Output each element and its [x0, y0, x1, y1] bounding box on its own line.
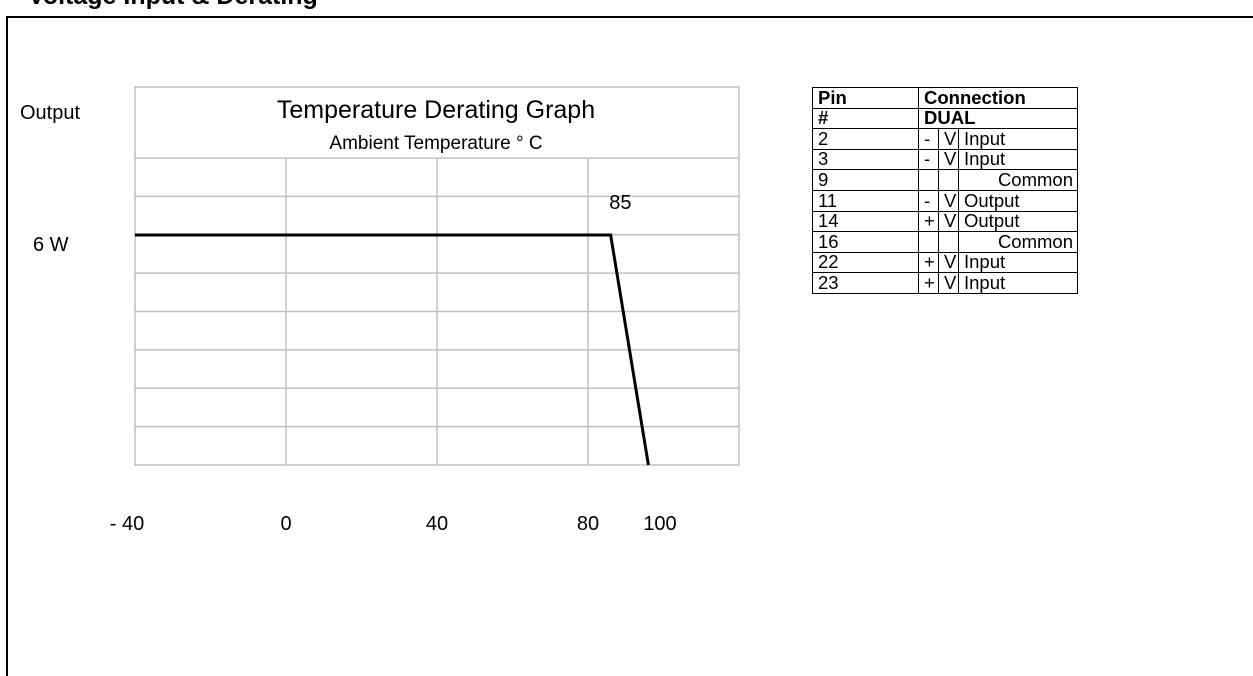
y-tick-label: 6 W — [33, 234, 69, 256]
table-row: 9 Common — [812, 169, 1078, 191]
document-frame — [6, 16, 1253, 676]
pin-cell: 22 — [812, 251, 919, 274]
x-tick-label: - 40 — [110, 513, 144, 535]
x-tick-label: 80 — [577, 513, 599, 535]
chart-subtitle: Ambient Temperature ° C — [329, 133, 542, 154]
table-row: 11- V Output — [812, 189, 1078, 212]
x-tick-label: 40 — [426, 513, 448, 535]
plot-frame — [134, 86, 740, 466]
annotation-85: 85 — [609, 192, 631, 214]
table-row: 2- V Input — [812, 128, 1078, 150]
pin-cell: 11 — [812, 189, 919, 212]
pin-cell: 23 — [812, 272, 919, 294]
table-row: 3- V Input — [812, 148, 1078, 171]
v-cell — [938, 169, 959, 191]
subheader-dual: DUAL — [918, 107, 1078, 130]
function-cell: Common — [958, 231, 1078, 253]
table-row: 22 + V Input — [812, 251, 1078, 274]
series-line — [135, 233, 650, 466]
function-cell: Input — [958, 128, 1078, 150]
table-row: 16 Common — [812, 231, 1078, 253]
function-cell: Output — [958, 210, 1078, 233]
x-tick-label: 100 — [643, 513, 676, 535]
sign-cell: - — [918, 128, 939, 150]
v-cell: V — [938, 272, 959, 294]
function-cell: Input — [958, 272, 1078, 294]
y-axis-label: Output — [20, 102, 80, 124]
sign-cell: - — [918, 189, 939, 212]
table-subheader-row: # DUAL — [812, 107, 1078, 130]
x-tick-labels: - 40 0 40 80 100 — [110, 513, 677, 535]
function-cell: Common — [958, 169, 1078, 191]
pin-cell: 2 — [812, 128, 919, 150]
v-cell: V — [938, 148, 959, 171]
x-tick-label: 0 — [280, 513, 291, 535]
v-cell: V — [938, 128, 959, 150]
pin-cell: 9 — [812, 169, 919, 191]
pin-cell: 3 — [812, 148, 919, 171]
sign-cell: + — [918, 210, 939, 233]
sign-cell — [918, 231, 939, 253]
header-pin: Pin — [812, 87, 919, 109]
pin-cell: 16 — [812, 231, 919, 253]
sign-cell: - — [918, 148, 939, 171]
page-title: Voltage Input & Derating — [28, 0, 318, 9]
v-cell: V — [938, 251, 959, 274]
header-connection: Connection — [918, 87, 1078, 109]
v-cell: V — [938, 189, 959, 212]
subheader-number: # — [812, 107, 919, 130]
v-cell — [938, 231, 959, 253]
function-cell: Input — [958, 148, 1078, 171]
sign-cell: + — [918, 251, 939, 274]
table-row: 23 + V Input — [812, 272, 1078, 294]
function-cell: Output — [958, 189, 1078, 212]
function-cell: Input — [958, 251, 1078, 274]
data-series — [135, 233, 650, 466]
table-header-row: Pin Connection — [812, 87, 1078, 109]
v-cell: V — [938, 210, 959, 233]
sign-cell — [918, 169, 939, 191]
sign-cell: + — [918, 272, 939, 294]
pin-connection-table: Pin Connection # DUAL 2- V Input 3- V Input 9 C… — [812, 87, 1078, 294]
chart-grid — [135, 157, 739, 465]
pin-cell: 14 — [812, 210, 919, 233]
table-row: 14 + V Output — [812, 210, 1078, 233]
chart-title: Temperature Derating Graph — [277, 96, 595, 124]
